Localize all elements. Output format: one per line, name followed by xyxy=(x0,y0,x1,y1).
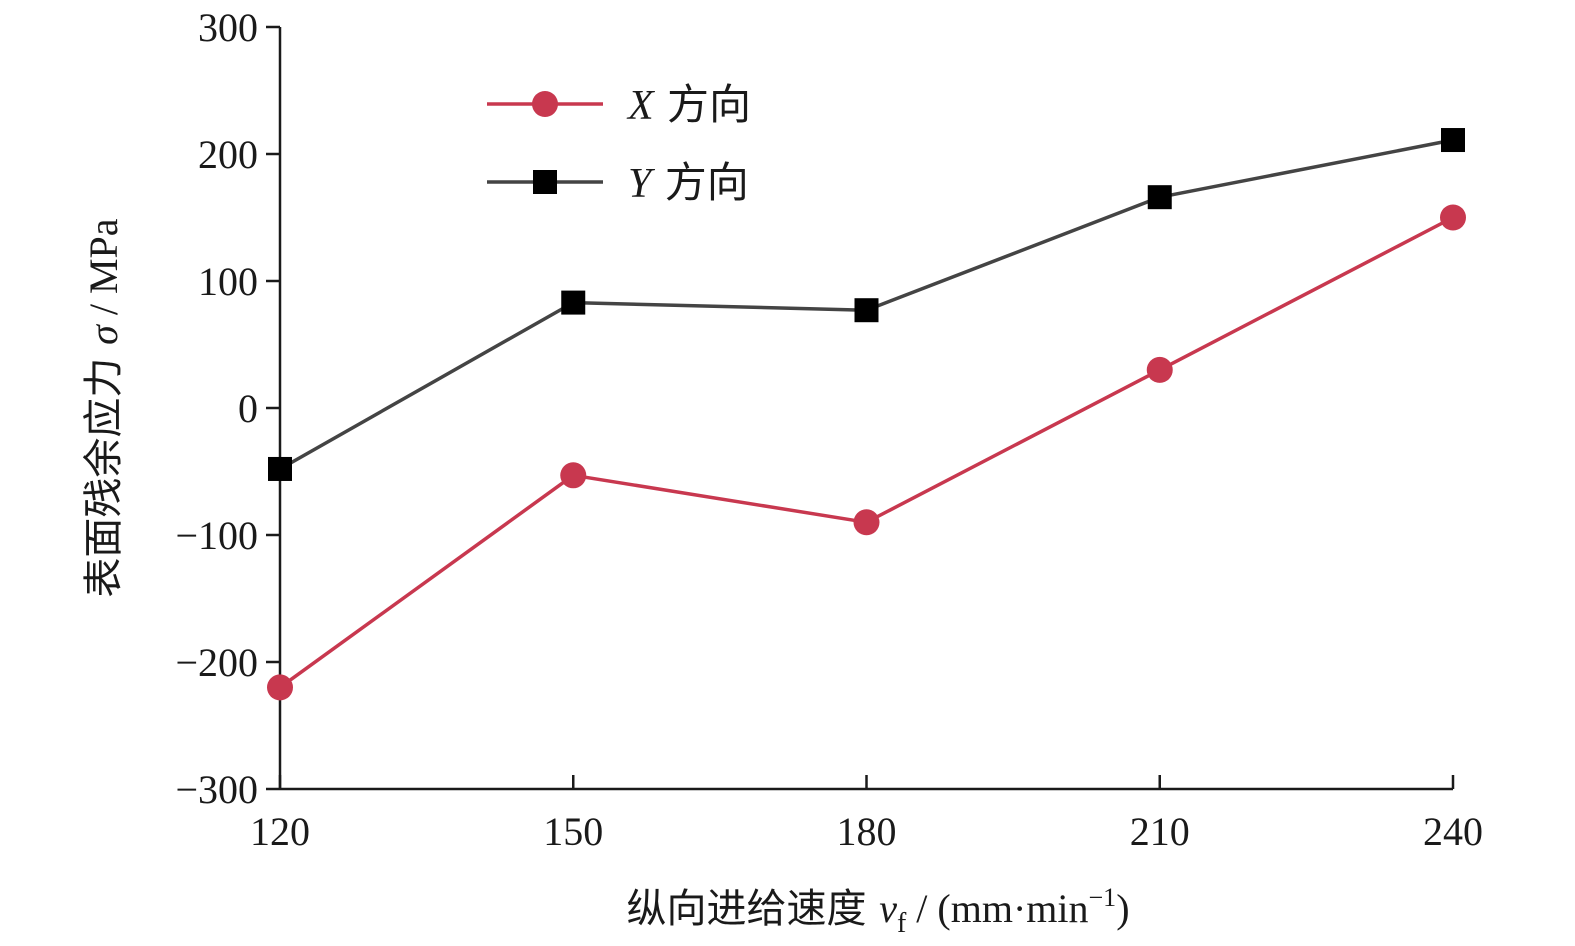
legend-label-y: Y 方向 xyxy=(628,158,749,207)
data-point-y xyxy=(1441,128,1465,153)
data-point-x xyxy=(1146,356,1173,383)
legend-label-x: X 方向 xyxy=(626,80,751,129)
y-tick-label: 0 xyxy=(238,386,258,431)
legend: X 方向Y 方向 xyxy=(487,80,751,207)
x-tick-label: 120 xyxy=(250,809,310,854)
x-axis-title: 纵向进给速度 vf / (mm·min−1) xyxy=(626,883,1129,939)
y-tick-label: −300 xyxy=(175,767,258,812)
legend-label-symbol: X xyxy=(626,83,656,129)
series-layer xyxy=(267,128,1466,701)
x-tick-label: 180 xyxy=(837,809,897,854)
data-point-x xyxy=(267,674,293,701)
data-point-y xyxy=(1147,185,1172,210)
y-axis-title-unit: / MPa xyxy=(81,218,126,325)
y-tick-label: −200 xyxy=(175,640,258,685)
legend-label-text: 方向 xyxy=(651,158,748,207)
y-tick-label: −100 xyxy=(175,513,258,558)
data-point-y xyxy=(854,298,879,323)
y-tick-label: 300 xyxy=(198,5,258,50)
legend-label-symbol: Y xyxy=(628,161,656,207)
data-point-x xyxy=(1440,204,1466,231)
y-ticks: 300 200 100 0 −100 −200 −300 xyxy=(175,5,280,812)
x-axis-title-main: 纵向进给速度 xyxy=(626,886,879,932)
y-axis-title-main: 表面残余应力 xyxy=(81,345,127,598)
x-axis-title-unit-exp: −1 xyxy=(1089,883,1117,912)
data-point-y xyxy=(561,290,586,315)
x-axis-title-unit-end: ) xyxy=(1116,886,1129,931)
axes xyxy=(278,27,1453,791)
series-line-x xyxy=(278,215,1454,689)
x-axis-title-subscript: f xyxy=(897,908,907,939)
x-tick-label: 210 xyxy=(1130,809,1190,854)
y-tick-label: 100 xyxy=(198,259,258,304)
x-tick-label: 150 xyxy=(543,809,603,854)
legend-marker-x xyxy=(532,91,558,117)
x-tick-label: 240 xyxy=(1423,809,1483,854)
data-point-y xyxy=(268,456,292,481)
x-axis-title-symbol: v xyxy=(879,886,897,931)
y-tick-label: 200 xyxy=(198,132,258,177)
legend-marker-y xyxy=(533,170,557,194)
data-point-x xyxy=(853,509,880,536)
x-axis-title-unit: / (mm·min xyxy=(906,886,1088,931)
y-axis-title-symbol: σ xyxy=(81,324,126,345)
y-axis-title: 表面残余应力 σ / MPa xyxy=(81,218,127,597)
legend-label-text: 方向 xyxy=(654,80,751,129)
x-ticks: 120 150 180 210 240 xyxy=(250,775,1483,854)
data-point-x xyxy=(560,462,587,489)
